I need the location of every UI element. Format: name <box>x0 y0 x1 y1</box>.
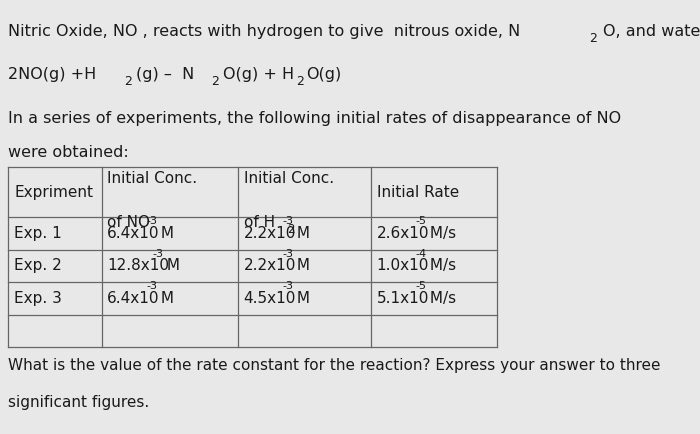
Text: M: M <box>162 258 181 273</box>
Text: O, and water.: O, and water. <box>603 24 700 39</box>
Text: -5: -5 <box>416 216 427 226</box>
Text: 4.5x10: 4.5x10 <box>244 291 296 306</box>
Text: 12.8x10: 12.8x10 <box>107 258 169 273</box>
Text: (g) –  N: (g) – N <box>136 67 194 82</box>
Text: Expriment: Expriment <box>14 184 93 200</box>
Text: -3: -3 <box>283 216 294 226</box>
Text: 2: 2 <box>211 75 219 88</box>
Text: M: M <box>293 226 310 241</box>
Text: -4: -4 <box>416 249 427 259</box>
Text: -3: -3 <box>283 249 294 259</box>
Text: What is the value of the rate constant for the reaction? Express your answer to : What is the value of the rate constant f… <box>8 358 661 373</box>
Text: 1.0x10: 1.0x10 <box>377 258 429 273</box>
Text: Initial Conc.: Initial Conc. <box>244 171 334 187</box>
Text: 6.4x10: 6.4x10 <box>107 226 160 241</box>
Text: M: M <box>156 291 174 306</box>
Text: 2: 2 <box>125 75 132 88</box>
Text: M/s: M/s <box>426 291 456 306</box>
Text: M: M <box>156 226 174 241</box>
Text: -3: -3 <box>153 249 164 259</box>
Text: of H: of H <box>244 215 274 230</box>
Text: of NO: of NO <box>107 215 150 230</box>
Text: O(g) + H: O(g) + H <box>223 67 294 82</box>
Text: Exp. 1: Exp. 1 <box>14 226 62 241</box>
Text: were obtained:: were obtained: <box>8 145 129 161</box>
Text: Initial Rate: Initial Rate <box>377 184 459 200</box>
Text: M/s: M/s <box>426 258 456 273</box>
Text: Exp. 3: Exp. 3 <box>14 291 62 306</box>
Text: 2NO(g) +H: 2NO(g) +H <box>8 67 97 82</box>
Text: 2.2x10: 2.2x10 <box>244 226 296 241</box>
Text: 2.2x10: 2.2x10 <box>244 258 296 273</box>
Text: 2.6x10: 2.6x10 <box>377 226 429 241</box>
Text: Initial Conc.: Initial Conc. <box>107 171 197 187</box>
Text: Exp. 2: Exp. 2 <box>14 258 62 273</box>
Text: -3: -3 <box>146 281 158 291</box>
Text: -3: -3 <box>283 281 294 291</box>
Text: In a series of experiments, the following initial rates of disappearance of NO: In a series of experiments, the followin… <box>8 111 622 126</box>
Text: -5: -5 <box>416 281 427 291</box>
Text: M: M <box>293 291 310 306</box>
Text: Nitric Oxide, NO , reacts with hydrogen to give  nitrous oxide, N: Nitric Oxide, NO , reacts with hydrogen … <box>8 24 521 39</box>
Text: significant figures.: significant figures. <box>8 395 150 410</box>
Text: 6.4x10: 6.4x10 <box>107 291 160 306</box>
Text: O(g): O(g) <box>307 67 342 82</box>
Text: 2: 2 <box>296 75 304 88</box>
Text: M: M <box>293 258 310 273</box>
Text: M/s: M/s <box>426 226 456 241</box>
Text: 2: 2 <box>589 32 597 45</box>
Text: 2: 2 <box>287 223 295 236</box>
Text: -3: -3 <box>146 216 158 226</box>
Text: 5.1x10: 5.1x10 <box>377 291 429 306</box>
